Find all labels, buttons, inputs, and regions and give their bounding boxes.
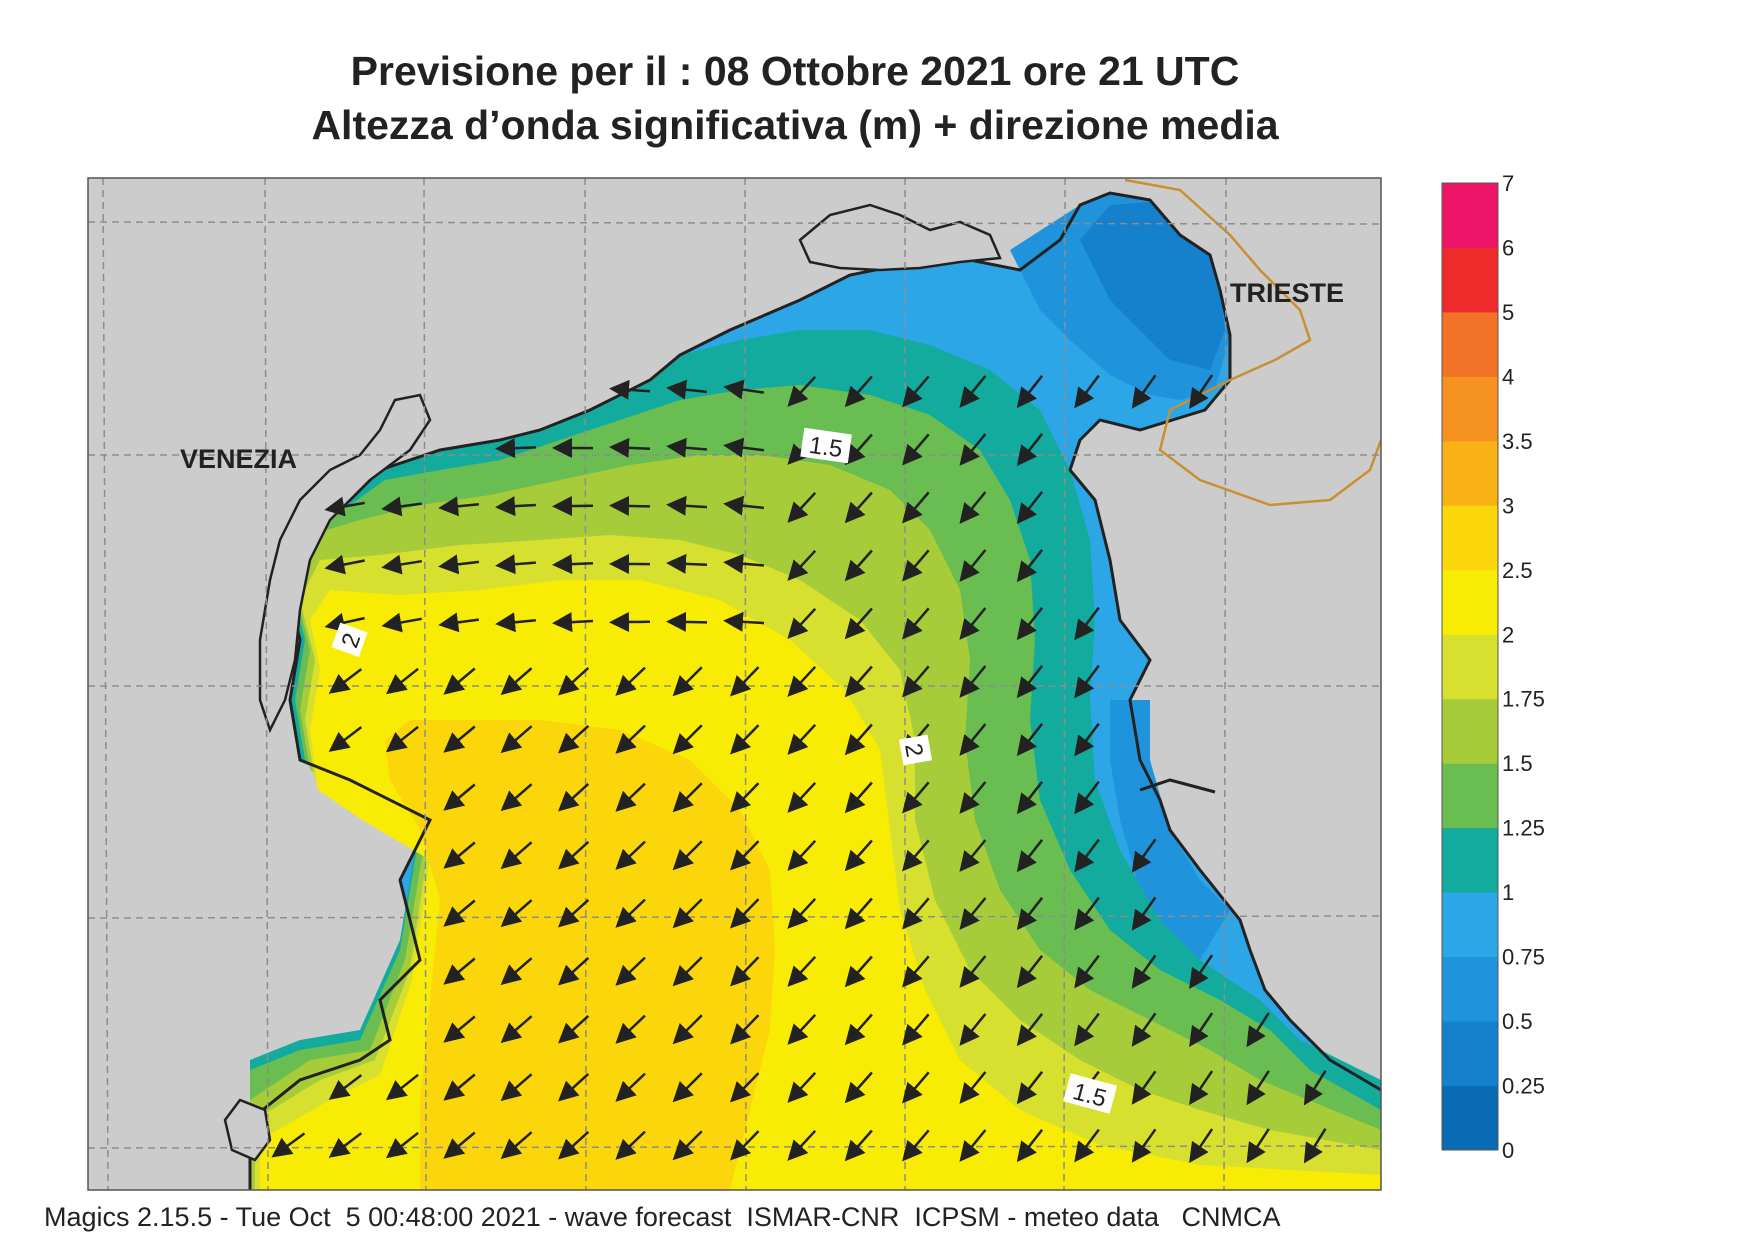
colorbar-tick-label: 3 xyxy=(1502,493,1514,518)
colorbar-swatch xyxy=(1442,505,1498,570)
colorbar-swatch xyxy=(1442,376,1498,441)
wave-direction-arrow xyxy=(500,447,536,448)
colorbar-tick-label: 0 xyxy=(1502,1138,1514,1163)
colorbar-tick-label: 6 xyxy=(1502,235,1514,260)
city-label-venezia: VENEZIA xyxy=(180,444,297,474)
colorbar-tick-label: 7 xyxy=(1502,171,1514,196)
colorbar-tick-label: 1 xyxy=(1502,880,1514,905)
contour-label-3: 2 xyxy=(898,735,932,766)
colorbar-swatch xyxy=(1442,1086,1498,1151)
colorbar-tick-label: 1.25 xyxy=(1502,816,1545,841)
city-label-trieste: TRIESTE xyxy=(1230,278,1344,308)
colorbar-tick-label: 1.75 xyxy=(1502,687,1545,712)
colorbar-tick-label: 2.5 xyxy=(1502,558,1533,583)
colorbar-swatch xyxy=(1442,247,1498,312)
colorbar-swatch xyxy=(1442,763,1498,828)
colorbar-swatch xyxy=(1442,828,1498,893)
colorbar-swatch xyxy=(1442,1021,1498,1086)
colorbar-tick-label: 1.5 xyxy=(1502,751,1533,776)
wave-direction-arrow xyxy=(557,506,593,507)
colorbar-tick-label: 3.5 xyxy=(1502,429,1533,454)
colorbar-swatch xyxy=(1442,441,1498,506)
colorbar-swatch xyxy=(1442,892,1498,957)
southern-lagoon-outline xyxy=(225,1100,270,1160)
colorbar-swatch xyxy=(1442,570,1498,635)
wave-direction-arrow xyxy=(614,622,650,623)
colorbar-tick-label: 0.25 xyxy=(1502,1074,1545,1099)
colorbar-tick-label: 0.5 xyxy=(1502,1009,1533,1034)
colorbar-swatch xyxy=(1442,634,1498,699)
colorbar-swatch xyxy=(1442,957,1498,1022)
colorbar-tick-label: 0.75 xyxy=(1502,945,1545,970)
contour-label-1-text: 1.5 xyxy=(807,432,844,463)
colorbar-swatch xyxy=(1442,312,1498,377)
colorbar-tick-label: 5 xyxy=(1502,300,1514,325)
map-frame-content xyxy=(88,178,1381,1190)
wave-direction-arrow xyxy=(671,563,707,565)
wave-direction-arrow xyxy=(614,506,650,507)
colorbar-swatch xyxy=(1442,183,1498,248)
colorbar-swatch xyxy=(1442,699,1498,764)
wave-direction-arrow xyxy=(557,563,593,564)
colorbar-tick-label: 2 xyxy=(1502,622,1514,647)
colorbar-tick-label: 4 xyxy=(1502,364,1514,389)
wave-direction-arrow xyxy=(614,447,650,449)
wave-direction-arrow xyxy=(671,622,707,623)
wave-height-colorbar: 7 6 5 4 3.5 3 2.5 2 1.75 1.5 1.25 1 0.75 0.5 0.25 0 xyxy=(1442,171,1545,1163)
footer-credits: Magics 2.15.5 - Tue Oct 5 00:48:00 2021 … xyxy=(44,1202,1280,1233)
